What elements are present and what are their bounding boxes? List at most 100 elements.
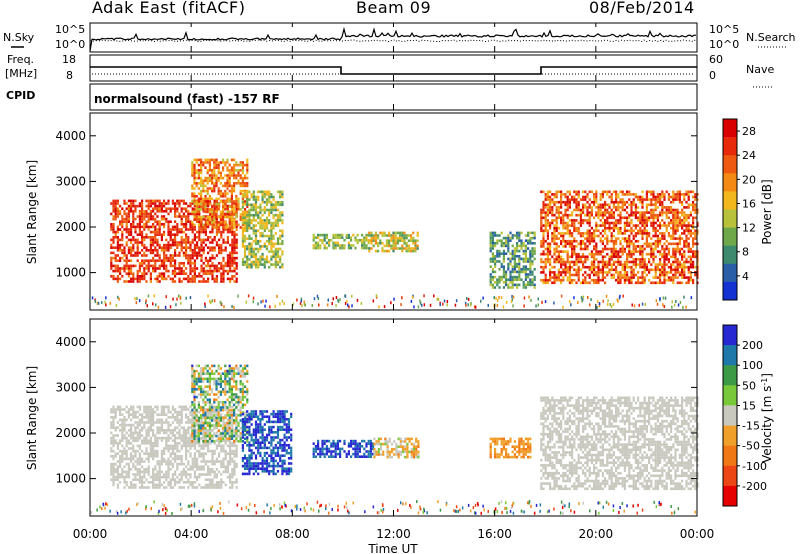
scatter-cell bbox=[171, 486, 174, 489]
scatter-cell bbox=[241, 258, 244, 261]
scatter-cell bbox=[261, 224, 264, 227]
scatter-cell bbox=[165, 269, 168, 273]
scatter-cell bbox=[248, 252, 251, 256]
scatter-cell bbox=[491, 268, 494, 271]
scatter-cell bbox=[217, 215, 220, 219]
scatter-cell bbox=[551, 276, 554, 279]
scatter-cell bbox=[202, 200, 205, 203]
scatter-cell bbox=[147, 259, 150, 262]
scatter-cell bbox=[121, 470, 124, 474]
scatter-cell bbox=[250, 242, 253, 246]
scatter-cell bbox=[667, 206, 670, 209]
scatter-cell bbox=[593, 273, 596, 277]
scatter-cell bbox=[141, 241, 144, 244]
scatter-cell bbox=[516, 242, 519, 245]
scatter-cell bbox=[575, 258, 578, 261]
scatter-cell bbox=[176, 223, 179, 226]
scatter-cell bbox=[174, 275, 177, 278]
scatter-cell bbox=[341, 236, 344, 239]
scatter-cell bbox=[105, 303, 107, 307]
scatter-cell bbox=[254, 198, 258, 201]
scatter-cell bbox=[674, 213, 677, 217]
scatter-cell bbox=[200, 218, 203, 221]
scatter-cell bbox=[628, 234, 631, 238]
scatter-cell bbox=[584, 260, 587, 264]
scatter-cell bbox=[676, 221, 679, 225]
scatter-cell bbox=[123, 267, 126, 270]
scatter-cell bbox=[270, 224, 273, 227]
scatter-cell bbox=[171, 447, 174, 450]
scatter-cell bbox=[612, 206, 615, 209]
scatter-cell bbox=[114, 470, 117, 474]
scatter-cell bbox=[165, 478, 168, 481]
scatter-cell bbox=[608, 255, 611, 259]
scatter-cell bbox=[156, 228, 159, 231]
scatter-cell bbox=[276, 219, 280, 222]
scatter-cell bbox=[623, 193, 626, 196]
scatter-cell bbox=[215, 243, 218, 247]
scatter-cell bbox=[491, 286, 494, 289]
scatter-cell bbox=[505, 273, 508, 276]
scatter-cell bbox=[261, 200, 264, 204]
scatter-cell bbox=[149, 202, 152, 205]
scatter-cell bbox=[112, 207, 115, 210]
scatter-cell bbox=[229, 256, 232, 260]
scatter-cell bbox=[202, 223, 205, 227]
scatter-cell bbox=[670, 221, 673, 225]
scatter-cell bbox=[553, 237, 556, 240]
scatter-cell bbox=[586, 195, 589, 199]
scatter-cell bbox=[491, 275, 494, 279]
scatter-cell bbox=[156, 254, 159, 257]
scatter-cell bbox=[268, 265, 271, 269]
scatter-cell bbox=[571, 232, 574, 235]
scatter-cell bbox=[230, 213, 233, 216]
scatter-cell bbox=[557, 276, 560, 279]
scatter-cell bbox=[265, 224, 269, 227]
scatter-cell bbox=[467, 297, 470, 301]
scatter-cell bbox=[383, 244, 386, 248]
scatter-cell bbox=[248, 226, 251, 230]
scatter-cell bbox=[544, 213, 547, 217]
scatter-cell bbox=[167, 249, 170, 252]
scatter-cell bbox=[612, 250, 615, 253]
scatter-cell bbox=[663, 305, 666, 308]
scatter-cell bbox=[571, 242, 574, 246]
scatter-cell bbox=[191, 269, 194, 273]
scatter-cell bbox=[509, 281, 512, 284]
scatter-cell bbox=[507, 278, 510, 281]
scatter-cell bbox=[169, 447, 172, 450]
scatter-cell bbox=[562, 234, 565, 238]
scatter-cell bbox=[436, 297, 438, 301]
scatter-cell bbox=[394, 231, 397, 235]
scatter-cell bbox=[509, 275, 512, 279]
scatter-cell bbox=[171, 439, 174, 442]
scatter-cell bbox=[145, 204, 148, 208]
scatter-cell bbox=[198, 272, 201, 275]
scatter-cell bbox=[119, 408, 122, 411]
scatter-cell bbox=[652, 211, 655, 214]
scatter-cell bbox=[202, 228, 205, 231]
scatter-cell bbox=[330, 239, 333, 242]
scatter-cell bbox=[577, 260, 580, 264]
scatter-cell bbox=[123, 408, 126, 411]
scatter-cell bbox=[656, 263, 659, 266]
scatter-cell bbox=[575, 226, 578, 230]
scatter-cell bbox=[676, 263, 679, 266]
scatter-cell bbox=[665, 216, 668, 220]
scatter-cell bbox=[511, 278, 514, 281]
scatter-cell bbox=[138, 444, 141, 448]
scatter-cell bbox=[630, 281, 633, 285]
scatter-cell bbox=[575, 198, 578, 201]
scatter-cell bbox=[143, 212, 146, 216]
scatter-cell bbox=[663, 232, 666, 235]
scatter-cell bbox=[541, 300, 543, 304]
scatter-cell bbox=[560, 273, 563, 277]
scatter-cell bbox=[639, 260, 642, 264]
scatter-cell bbox=[226, 210, 229, 214]
scatter-cell bbox=[202, 163, 205, 167]
scatter-cell bbox=[496, 249, 499, 253]
scatter-cell bbox=[692, 252, 695, 256]
scatter-cell bbox=[630, 206, 633, 209]
scatter-cell bbox=[692, 237, 695, 240]
scatter-cell bbox=[138, 223, 141, 226]
